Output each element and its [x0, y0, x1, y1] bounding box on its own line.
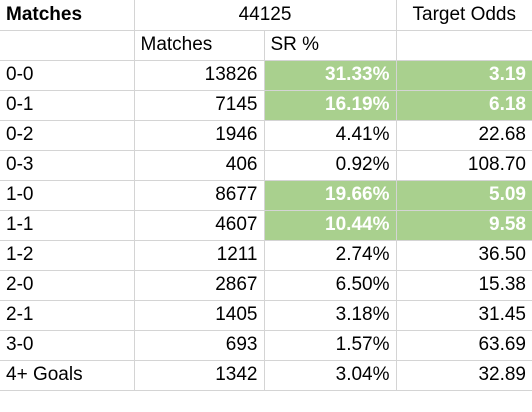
table-row: 1-2 1211 2.74% 36.50	[0, 239, 532, 271]
sr-cell[interactable]: 16.19%	[263, 89, 397, 121]
sr-cell[interactable]: 4.41%	[263, 119, 397, 151]
table-row: 0-3 406 0.92% 108.70	[0, 149, 532, 181]
table-row: 1-1 4607 10.44% 9.58	[0, 209, 532, 241]
subheader-row: Matches SR %	[0, 29, 532, 61]
matches-cell[interactable]: 4607	[133, 209, 265, 241]
table-row: 2-1 1405 3.18% 31.45	[0, 299, 532, 331]
matches-cell[interactable]: 693	[133, 329, 265, 361]
target-odds-cell[interactable]: 31.45	[395, 299, 532, 331]
target-odds-cell[interactable]: 32.89	[395, 359, 532, 391]
target-odds-cell[interactable]: 9.58	[395, 209, 532, 241]
subheader-empty-cell[interactable]	[0, 29, 135, 61]
score-cell[interactable]: 3-0	[0, 329, 135, 361]
matches-cell[interactable]: 1342	[133, 359, 265, 391]
header-target-odds-cell[interactable]: Target Odds	[395, 0, 532, 31]
score-odds-table: Matches 44125 Target Odds Matches SR % 0…	[0, 0, 532, 391]
matches-cell[interactable]: 406	[133, 149, 265, 181]
target-odds-cell[interactable]: 3.19	[395, 59, 532, 91]
target-odds-cell[interactable]: 15.38	[395, 269, 532, 301]
target-odds-cell[interactable]: 22.68	[395, 119, 532, 151]
matches-cell[interactable]: 8677	[133, 179, 265, 211]
table-row: 3-0 693 1.57% 63.69	[0, 329, 532, 361]
table-row: 1-0 8677 19.66% 5.09	[0, 179, 532, 211]
subheader-odds-empty-cell[interactable]	[395, 29, 532, 61]
target-odds-cell[interactable]: 5.09	[395, 179, 532, 211]
score-cell[interactable]: 1-1	[0, 209, 135, 241]
table-body: Matches 44125 Target Odds Matches SR % 0…	[0, 0, 532, 391]
score-cell[interactable]: 1-0	[0, 179, 135, 211]
table-row: 0-1 7145 16.19% 6.18	[0, 89, 532, 121]
sr-cell[interactable]: 0.92%	[263, 149, 397, 181]
sr-cell[interactable]: 19.66%	[263, 179, 397, 211]
subheader-matches-cell[interactable]: Matches	[133, 29, 265, 61]
sr-cell[interactable]: 10.44%	[263, 209, 397, 241]
target-odds-cell[interactable]: 108.70	[395, 149, 532, 181]
subheader-sr-cell[interactable]: SR %	[263, 29, 397, 61]
table-row: 4+ Goals 1342 3.04% 32.89	[0, 359, 532, 391]
target-odds-cell[interactable]: 36.50	[395, 239, 532, 271]
target-odds-cell[interactable]: 6.18	[395, 89, 532, 121]
score-cell[interactable]: 0-0	[0, 59, 135, 91]
table-row: 0-2 1946 4.41% 22.68	[0, 119, 532, 151]
matches-cell[interactable]: 7145	[133, 89, 265, 121]
matches-cell[interactable]: 1946	[133, 119, 265, 151]
score-cell[interactable]: 2-0	[0, 269, 135, 301]
score-cell[interactable]: 4+ Goals	[0, 359, 135, 391]
score-cell[interactable]: 2-1	[0, 299, 135, 331]
score-cell[interactable]: 0-2	[0, 119, 135, 151]
header-total-cell[interactable]: 44125	[133, 0, 397, 31]
sr-cell[interactable]: 3.04%	[263, 359, 397, 391]
table-row: 2-0 2867 6.50% 15.38	[0, 269, 532, 301]
sr-cell[interactable]: 2.74%	[263, 239, 397, 271]
target-odds-cell[interactable]: 63.69	[395, 329, 532, 361]
header-title-cell[interactable]: Matches	[0, 0, 135, 31]
sr-cell[interactable]: 1.57%	[263, 329, 397, 361]
matches-cell[interactable]: 1211	[133, 239, 265, 271]
table-row: 0-0 13826 31.33% 3.19	[0, 59, 532, 91]
sr-cell[interactable]: 3.18%	[263, 299, 397, 331]
score-cell[interactable]: 0-3	[0, 149, 135, 181]
score-cell[interactable]: 1-2	[0, 239, 135, 271]
matches-cell[interactable]: 2867	[133, 269, 265, 301]
header-row: Matches 44125 Target Odds	[0, 0, 532, 31]
matches-cell[interactable]: 13826	[133, 59, 265, 91]
matches-cell[interactable]: 1405	[133, 299, 265, 331]
sr-cell[interactable]: 6.50%	[263, 269, 397, 301]
score-cell[interactable]: 0-1	[0, 89, 135, 121]
sr-cell[interactable]: 31.33%	[263, 59, 397, 91]
